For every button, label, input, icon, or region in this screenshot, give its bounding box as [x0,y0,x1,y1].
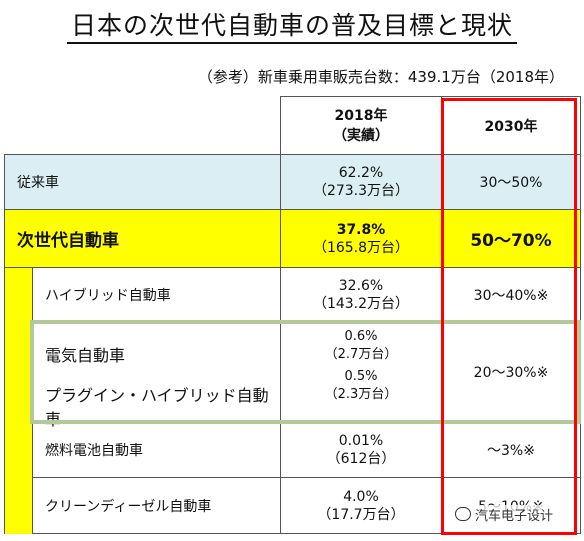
label-plugin-hybrid: プラグイン・ハイブリッド自動車 [45,386,269,429]
table-header-row: 2018年 （実績） 2030年 [4,96,581,155]
reference-note: （参考）新車乗用車販売台数：439.1万台（2018年） [197,68,564,86]
target-2030-conventional: 30～50% [441,154,581,210]
target-2030-ev-phev: 20～30%※ [441,321,581,422]
indent-yellow-band [4,267,33,534]
page-title: 日本の次世代自動車の普及目標と現状 [0,6,584,44]
target-2030-fuel-cell: ～3%※ [441,421,581,478]
table-row-hybrid: ハイブリッド自動車 32.6% （143.2万台） 30～40%※ [4,267,581,534]
value-2018-conventional: 62.2% （273.3万台） [280,154,442,210]
label-clean-diesel: クリーンディーゼル自動車 [32,477,281,534]
header-2030: 2030年 [441,96,581,155]
label-next-gen: 次世代自動車 [4,209,281,268]
value-2018-ev-phev: 0.6% （2.7万台） 0.5% （2.3万台） [280,321,442,422]
label-fuel-cell: 燃料電池自動車 [32,421,281,478]
value-2018-next-gen: 37.8% （165.8万台） [280,209,442,268]
value-2018-fuel-cell: 0.01% （612台） [280,421,442,478]
label-conventional: 従来車 [4,154,281,210]
table-row-ev-phev: 電気自動車 プラグイン・ハイブリッド自動車 0.6% （2.7万台） 0.5% … [5,321,581,429]
target-2030-next-gen: 50～70% [441,209,581,268]
target-2030-hybrid: 30～40%※ [441,267,581,322]
label-hybrid: ハイブリッド自動車 [32,267,281,322]
header-2018: 2018年 （実績） [280,96,442,155]
value-2018-hybrid: 32.6% （143.2万台） [280,267,442,322]
wechat-icon [455,507,471,521]
label-electric: 電気自動車 [45,346,126,365]
label-ev-phev: 電気自動車 プラグイン・ハイブリッド自動車 [32,321,281,429]
targets-table: 2018年 （実績） 2030年 従来車 62.2% （273.3万台） 30～… [4,96,581,534]
table-row-next-gen: 次世代自動車 37.8% （165.8万台） 50～70% [4,209,581,268]
header-blank-cell [4,96,281,155]
table-row-conventional: 従来車 62.2% （273.3万台） 30～50% [4,154,581,210]
value-2018-clean-diesel: 4.0% （17.7万台） [280,477,442,534]
watermark: 汽车电子设计 [453,505,556,524]
